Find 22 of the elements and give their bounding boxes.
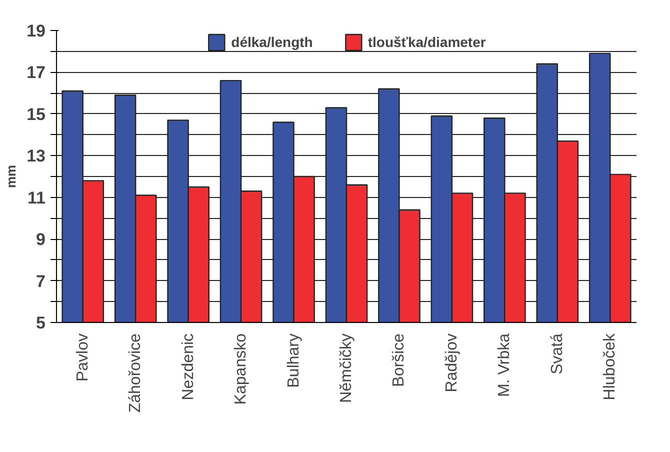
- legend-label: délka/length: [231, 34, 313, 50]
- x-tick-label: Hluboček: [602, 332, 619, 400]
- x-tick-label: Nezdenic: [180, 334, 197, 400]
- y-tick-label: 17: [26, 63, 46, 82]
- x-tick-label: Záhořovice: [127, 333, 144, 413]
- x-tick-label: M. Vrbka: [496, 333, 514, 397]
- x-tick-label: Bulhary: [285, 334, 302, 388]
- y-tick-label: 15: [26, 104, 46, 124]
- y-tick-label: 11: [28, 188, 46, 208]
- y-tick-label: 7: [36, 272, 46, 291]
- y-tick-label: 13: [26, 146, 46, 166]
- x-tick-label: Němčičky: [338, 333, 355, 403]
- y-tick-label: 5: [36, 314, 46, 332]
- x-tick-label: Kapansko: [232, 333, 250, 405]
- x-tick-label: Pavlov: [74, 333, 92, 382]
- y-tick-label: 9: [36, 230, 46, 250]
- legend-label: tloušťka/diameter: [368, 34, 486, 50]
- y-tick-label: 19: [26, 22, 46, 40]
- x-tick-label: Boršice: [390, 333, 408, 387]
- x-tick-label: Svatá: [548, 333, 566, 374]
- y-axis-title: mm: [4, 164, 19, 188]
- x-tick-label: Radějov: [443, 334, 460, 392]
